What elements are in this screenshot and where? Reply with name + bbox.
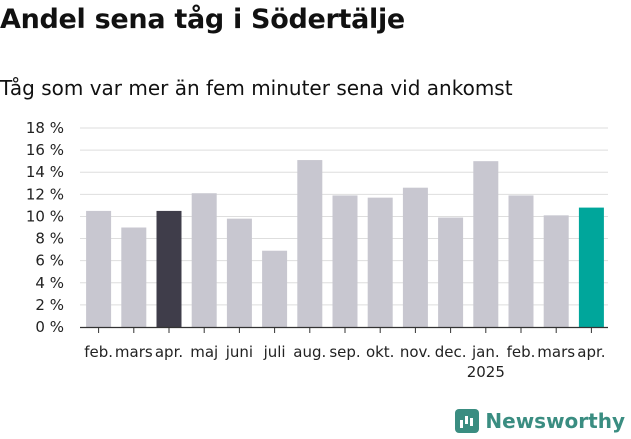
bar (473, 161, 499, 327)
x-tick-label: juli (263, 343, 286, 361)
x-tick-label: jan. (471, 343, 500, 361)
y-tick-label: 8 % (35, 230, 64, 248)
y-tick-label: 0 % (35, 318, 64, 336)
y-tick-label: 12 % (26, 185, 64, 203)
chart-subtitle: Tåg som var mer än fem minuter sena vid … (0, 76, 513, 100)
bar (543, 215, 569, 327)
y-tick-label: 4 % (35, 274, 64, 292)
bar (86, 210, 112, 327)
bar (121, 227, 147, 327)
x-tick-label: dec. (435, 343, 467, 361)
brand-name: Newsworthy (485, 409, 625, 433)
x-tick-label: okt. (366, 343, 395, 361)
x-year-label: 2025 (467, 363, 505, 381)
chart-title: Andel sena tåg i Södertälje (0, 4, 405, 35)
y-tick-label: 14 % (26, 163, 64, 181)
x-tick-label: mars (115, 343, 153, 361)
newsworthy-logo: Newsworthy (455, 409, 625, 433)
x-tick-label: apr. (577, 343, 605, 361)
y-tick-label: 10 % (26, 207, 64, 225)
y-tick-label: 2 % (35, 296, 64, 314)
x-tick-label: apr. (155, 343, 183, 361)
bar (508, 195, 534, 327)
y-tick-label: 6 % (35, 252, 64, 270)
x-tick-label: mars (537, 343, 575, 361)
y-axis-ticks: 0 % 2 % 4 % 6 % 8 % 10 % 12 % 14 % 16 % 18 % (26, 119, 64, 336)
y-tick-label: 18 % (26, 119, 64, 137)
x-tick-label: juni (225, 343, 253, 361)
bar (438, 217, 464, 327)
x-tick-label: sep. (329, 343, 360, 361)
x-axis-ticks: feb. mars apr. maj juni juli aug. sep. okt. nov. d… (84, 327, 606, 381)
x-tick-label: maj (190, 343, 218, 361)
bar (367, 197, 393, 327)
x-tick-label: feb. (507, 343, 536, 361)
x-tick-label: feb. (84, 343, 113, 361)
bar (191, 193, 217, 327)
bars (86, 160, 604, 327)
newsworthy-chart-icon (455, 409, 480, 433)
bar (156, 210, 182, 327)
y-tick-label: 16 % (26, 141, 64, 159)
bar (332, 195, 358, 327)
bar (578, 207, 604, 327)
bar (402, 187, 428, 327)
x-tick-label: aug. (293, 343, 326, 361)
x-tick-label: nov. (400, 343, 431, 361)
bar (297, 160, 323, 327)
bar (262, 250, 288, 327)
bar (226, 218, 252, 327)
